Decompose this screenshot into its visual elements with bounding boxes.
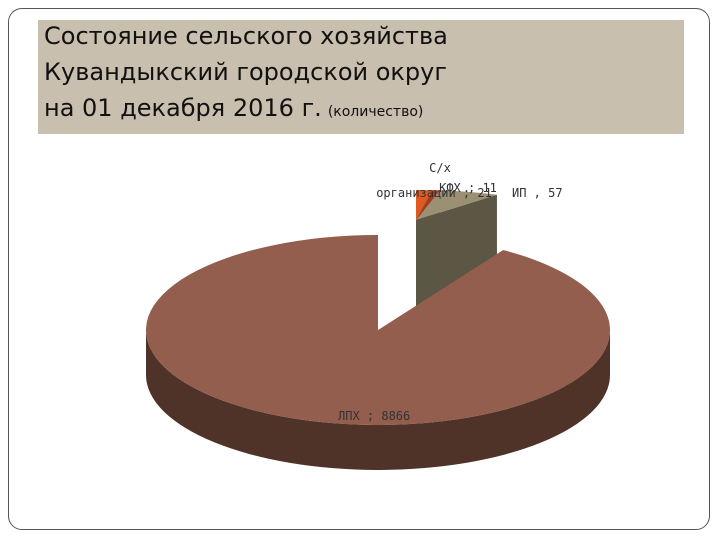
data-label-lph: ЛПХ ; 8866 (338, 409, 410, 423)
title-line-2: Кувандыкский городской округ (44, 58, 447, 86)
data-label-sx-org: организации ; 21 (376, 186, 492, 200)
title-banner (38, 20, 684, 134)
slice-top-lph (145, 235, 610, 426)
data-label-ip: ИП , 57 (512, 186, 563, 200)
pie-tops (145, 190, 610, 426)
title-line-1: Состояние сельского хозяйства (44, 22, 448, 50)
data-label-sx-org-line1: С/х (429, 161, 451, 175)
title-date: на 01 декабря 2016 г. (44, 94, 322, 122)
slice-side-lph (146, 330, 610, 470)
slice-top-sx-org (416, 190, 433, 220)
slice-top-kfh (416, 190, 440, 220)
title-unit-note: (количество) (327, 104, 424, 120)
data-label-kfh: КФХ ; 11 (439, 181, 497, 195)
slice-top-ip (416, 190, 497, 220)
title-line-3: на 01 декабря 2016 г. (количество) (44, 94, 423, 126)
slide-frame (8, 8, 710, 530)
